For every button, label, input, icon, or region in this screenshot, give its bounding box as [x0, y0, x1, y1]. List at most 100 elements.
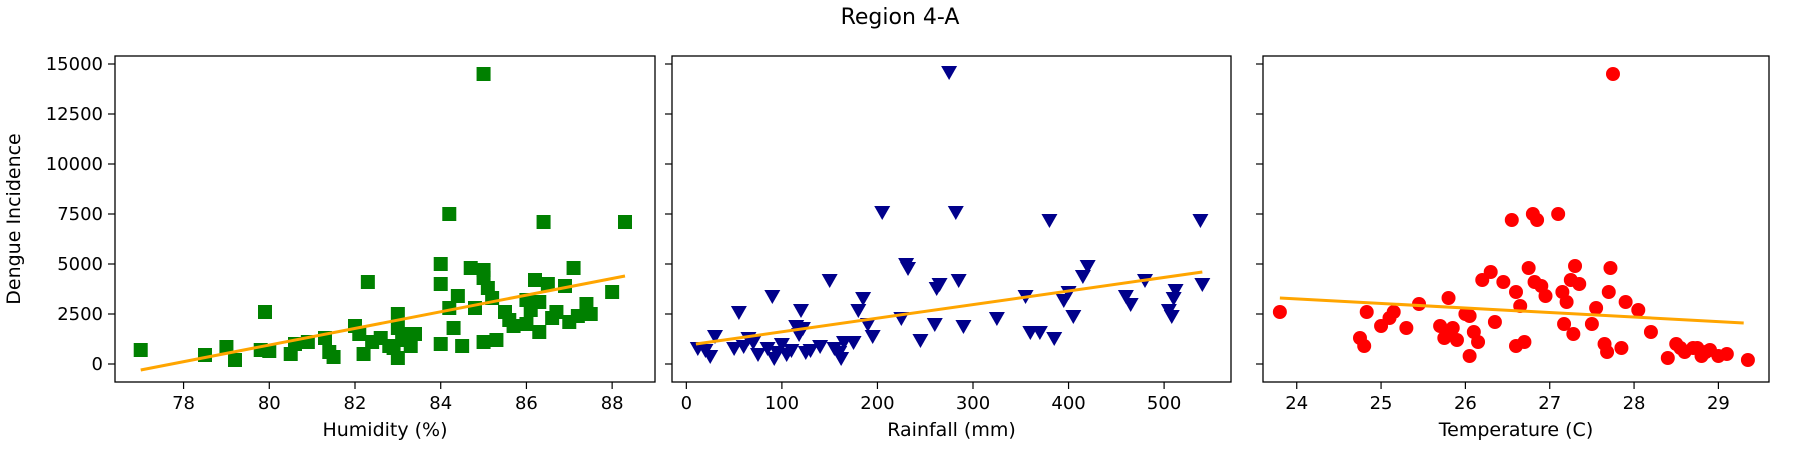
x-tick-label: 27	[1538, 393, 1561, 414]
data-point	[1272, 305, 1287, 319]
y-tick-label: 2500	[57, 304, 103, 325]
data-point	[812, 340, 829, 354]
data-point	[707, 330, 723, 344]
data-point	[955, 320, 972, 334]
data-point	[1445, 321, 1460, 335]
data-point	[1074, 270, 1091, 284]
data-point	[702, 350, 719, 364]
data-point	[1740, 353, 1755, 367]
data-point	[403, 339, 418, 353]
data-point	[1557, 317, 1572, 331]
data-point	[833, 352, 850, 366]
data-point	[1589, 301, 1604, 315]
data-point	[1509, 285, 1523, 299]
subplot-humidity: Humidity (%) Dengue Incidence 78 80 82 84 86…	[3, 54, 656, 441]
data-point	[1572, 277, 1587, 291]
data-point	[583, 307, 598, 321]
data-point	[433, 257, 448, 271]
data-point	[1386, 305, 1401, 319]
data-point	[536, 215, 551, 229]
subplot-temperature: Temperature (C) 24 25 26 27 28 29	[1256, 55, 1770, 441]
y-tick-label: 15000	[46, 54, 103, 75]
marks-humidity	[133, 67, 632, 372]
y-tick-label: 0	[92, 354, 103, 375]
data-point	[1194, 278, 1211, 292]
data-point	[1031, 326, 1048, 340]
data-point	[1559, 295, 1574, 309]
data-point	[1601, 285, 1616, 299]
data-point	[528, 273, 542, 287]
data-point	[476, 335, 491, 349]
x-tick-label: 26	[1454, 393, 1477, 414]
data-point	[1605, 67, 1620, 81]
x-tick-label: 86	[515, 393, 538, 414]
data-point	[750, 348, 766, 362]
data-point	[1122, 298, 1139, 312]
data-point	[821, 274, 838, 288]
data-point	[476, 67, 491, 81]
data-point	[864, 330, 881, 344]
x-axis-label-humidity: Humidity (%)	[322, 419, 447, 441]
data-point	[390, 307, 405, 321]
data-point	[1538, 289, 1553, 303]
data-point	[773, 338, 790, 352]
data-point	[455, 339, 470, 353]
plot-frame-temperature	[1262, 55, 1770, 383]
data-point	[1163, 310, 1180, 324]
data-point	[1441, 291, 1456, 305]
data-point	[532, 325, 547, 339]
data-point	[463, 261, 478, 275]
data-point	[855, 292, 872, 306]
data-point	[1079, 260, 1096, 274]
data-point	[1046, 332, 1063, 346]
data-point	[1660, 351, 1675, 365]
x-tick-label: 400	[1051, 393, 1085, 414]
data-point	[1192, 214, 1209, 228]
data-point	[605, 285, 620, 299]
figure-title: Region 4-A	[841, 5, 960, 30]
y-tick-label: 10000	[46, 154, 103, 175]
y-axis-label: Dengue Incidence	[3, 133, 25, 305]
data-point	[442, 207, 457, 221]
x-tick-label: 78	[172, 393, 195, 414]
data-point	[408, 327, 422, 341]
data-point	[1517, 335, 1532, 349]
data-point	[988, 312, 1005, 326]
data-point	[1483, 265, 1498, 279]
x-tick-label: 28	[1623, 393, 1646, 414]
data-point	[1041, 214, 1058, 228]
x-tick-label: 82	[344, 393, 367, 414]
data-point	[506, 319, 521, 333]
data-point	[1117, 290, 1134, 304]
data-point	[390, 321, 405, 335]
x-tick-label: 84	[429, 393, 452, 414]
data-point	[745, 336, 762, 350]
x-axis-label-temperature: Temperature (C)	[1438, 419, 1594, 441]
data-point	[1167, 284, 1184, 298]
data-point	[1462, 309, 1477, 323]
data-point	[390, 351, 405, 365]
x-tick-label: 100	[765, 393, 799, 414]
x-tick-label: 88	[601, 393, 624, 414]
data-point	[1399, 321, 1414, 335]
data-point	[1530, 213, 1545, 227]
marks-temperature	[1272, 67, 1755, 367]
data-point	[845, 336, 862, 350]
data-point	[1631, 303, 1646, 317]
data-point	[759, 342, 776, 356]
y-tick-label: 12500	[46, 104, 103, 125]
x-tick-label: 25	[1370, 393, 1393, 414]
data-point	[1566, 327, 1581, 341]
data-point	[1568, 259, 1583, 273]
x-tick-label: 500	[1147, 393, 1181, 414]
data-point	[258, 305, 272, 319]
data-point	[450, 289, 465, 303]
data-point	[1551, 207, 1566, 221]
data-point	[532, 295, 547, 309]
plot-frame-humidity	[114, 55, 656, 383]
x-tick-label: 29	[1707, 393, 1730, 414]
data-point	[133, 343, 148, 357]
data-point	[900, 262, 917, 276]
trend-line	[140, 274, 626, 372]
